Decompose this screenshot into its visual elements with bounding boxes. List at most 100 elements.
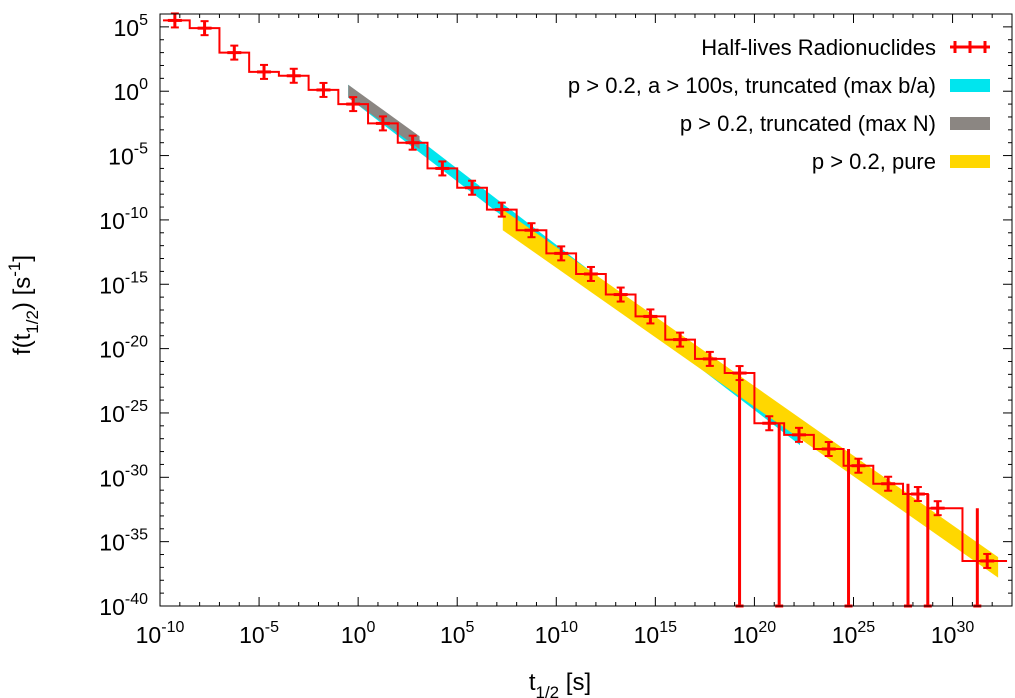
y-tick-exp: -20 [125,334,148,351]
y-tick-label: 10-35 [99,527,148,556]
data-point [821,440,836,457]
y-tick-label: 10-10 [99,205,148,234]
data-point [643,308,658,325]
legend-label: p > 0.2, pure [812,149,936,174]
data-point [732,365,747,382]
x-tick-label: 1010 [535,619,578,648]
y-tick-label: 10-25 [99,398,148,427]
data-point [435,160,450,177]
band-3 [502,209,999,578]
y-tick-label: 10-40 [99,591,148,620]
y-tick-base: 10 [99,208,125,234]
x-tick-label: 1025 [832,619,875,648]
data-point [257,63,272,80]
data-point [465,179,480,196]
data-point [227,44,242,61]
x-tick-exp: 0 [366,619,375,636]
y-tick-label: 10-20 [99,334,148,363]
y-tick-base: 10 [108,144,134,170]
x-tick-exp: -10 [161,619,184,636]
data-point [881,475,896,492]
x-tick-exp: -5 [265,619,279,636]
axis-ticks [159,13,1013,607]
y-tick-base: 10 [114,15,140,41]
legend-swatch [950,155,990,168]
y-tick-label: 100 [114,76,149,105]
x-tick-exp: 15 [659,619,677,636]
y-tick-exp: -15 [125,269,148,286]
x-tick-label: 10-10 [136,619,185,648]
y-tick-base: 10 [99,530,125,556]
data-point [197,20,212,37]
legend-swatch [950,117,990,130]
data-point [792,426,806,443]
x-tick-label: 1015 [634,619,677,648]
y-tick-label: 10-30 [99,462,148,491]
x-tick-label: 100 [341,619,376,648]
y-tick-label: 10-5 [108,141,148,170]
legend-swatch [950,79,990,92]
y-tick-exp: 5 [139,12,148,29]
data-point [673,331,688,348]
y-tick-base: 10 [114,79,140,105]
x-tick-exp: 10 [560,619,578,636]
y-tick-exp: -5 [134,141,148,158]
x-tick-label: 1020 [733,619,776,648]
y-tick-exp: 0 [139,76,148,93]
data-point [316,81,331,98]
y-tick-base: 10 [99,401,125,427]
series-step-line [162,19,1008,562]
x-tick-exp: 30 [956,619,974,636]
data-point [167,12,182,29]
y-tick-base: 10 [99,594,125,620]
series-layer [162,12,1008,608]
y-tick-label: 105 [114,12,149,41]
y-tick-base: 10 [99,272,125,298]
data-point [554,245,569,262]
legend-label: p > 0.2, a > 100s, truncated (max b/a) [568,73,936,98]
data-point [583,265,598,282]
y-tick-base: 10 [99,465,125,491]
y-tick-exp: -30 [125,462,148,479]
x-axis-label: t1/2 [s] [529,669,591,698]
data-point [346,96,361,113]
data-point [910,486,925,503]
data-point [762,415,777,432]
x-tick-base: 10 [535,622,561,648]
x-tick-base: 10 [733,622,759,648]
data-point [702,350,717,367]
x-tick-exp: 5 [466,619,475,636]
plot-frame [159,13,1013,607]
y-tick-exp: -35 [125,527,148,544]
y-tick-exp: -40 [125,591,148,608]
data-point [613,286,628,303]
data-point [930,500,945,517]
x-tick-base: 10 [931,622,957,648]
data-point [494,201,509,218]
y-tick-labels: 10-4010-3510-3010-2510-2010-1510-1010-51… [99,12,148,620]
x-tick-base: 10 [440,622,466,648]
x-tick-label: 105 [440,619,475,648]
data-point [286,67,301,84]
x-tick-labels: 10-10 10-5 100 105 1010 1015 1020 1025 1030 [136,619,975,648]
x-tick-base: 10 [239,622,265,648]
x-tick-label: 1030 [931,619,974,648]
data-point [524,222,539,239]
y-tick-label: 10-15 [99,269,148,298]
y-tick-exp: -25 [125,398,148,415]
x-tick-label: 10-5 [239,619,279,648]
data-point [405,134,420,151]
data-point [851,457,866,474]
x-tick-base: 10 [634,622,660,648]
data-point [375,115,390,132]
x-tick-exp: 25 [857,619,875,636]
legend-label: p > 0.2, truncated (max N) [680,111,936,136]
x-tick-exp: 20 [758,619,776,636]
y-tick-exp: -10 [125,205,148,222]
x-tick-base: 10 [832,622,858,648]
data-point [980,552,995,569]
y-tick-base: 10 [99,337,125,363]
x-tick-base: 10 [341,622,367,648]
legend-label: Half-lives Radionuclides [701,35,936,60]
